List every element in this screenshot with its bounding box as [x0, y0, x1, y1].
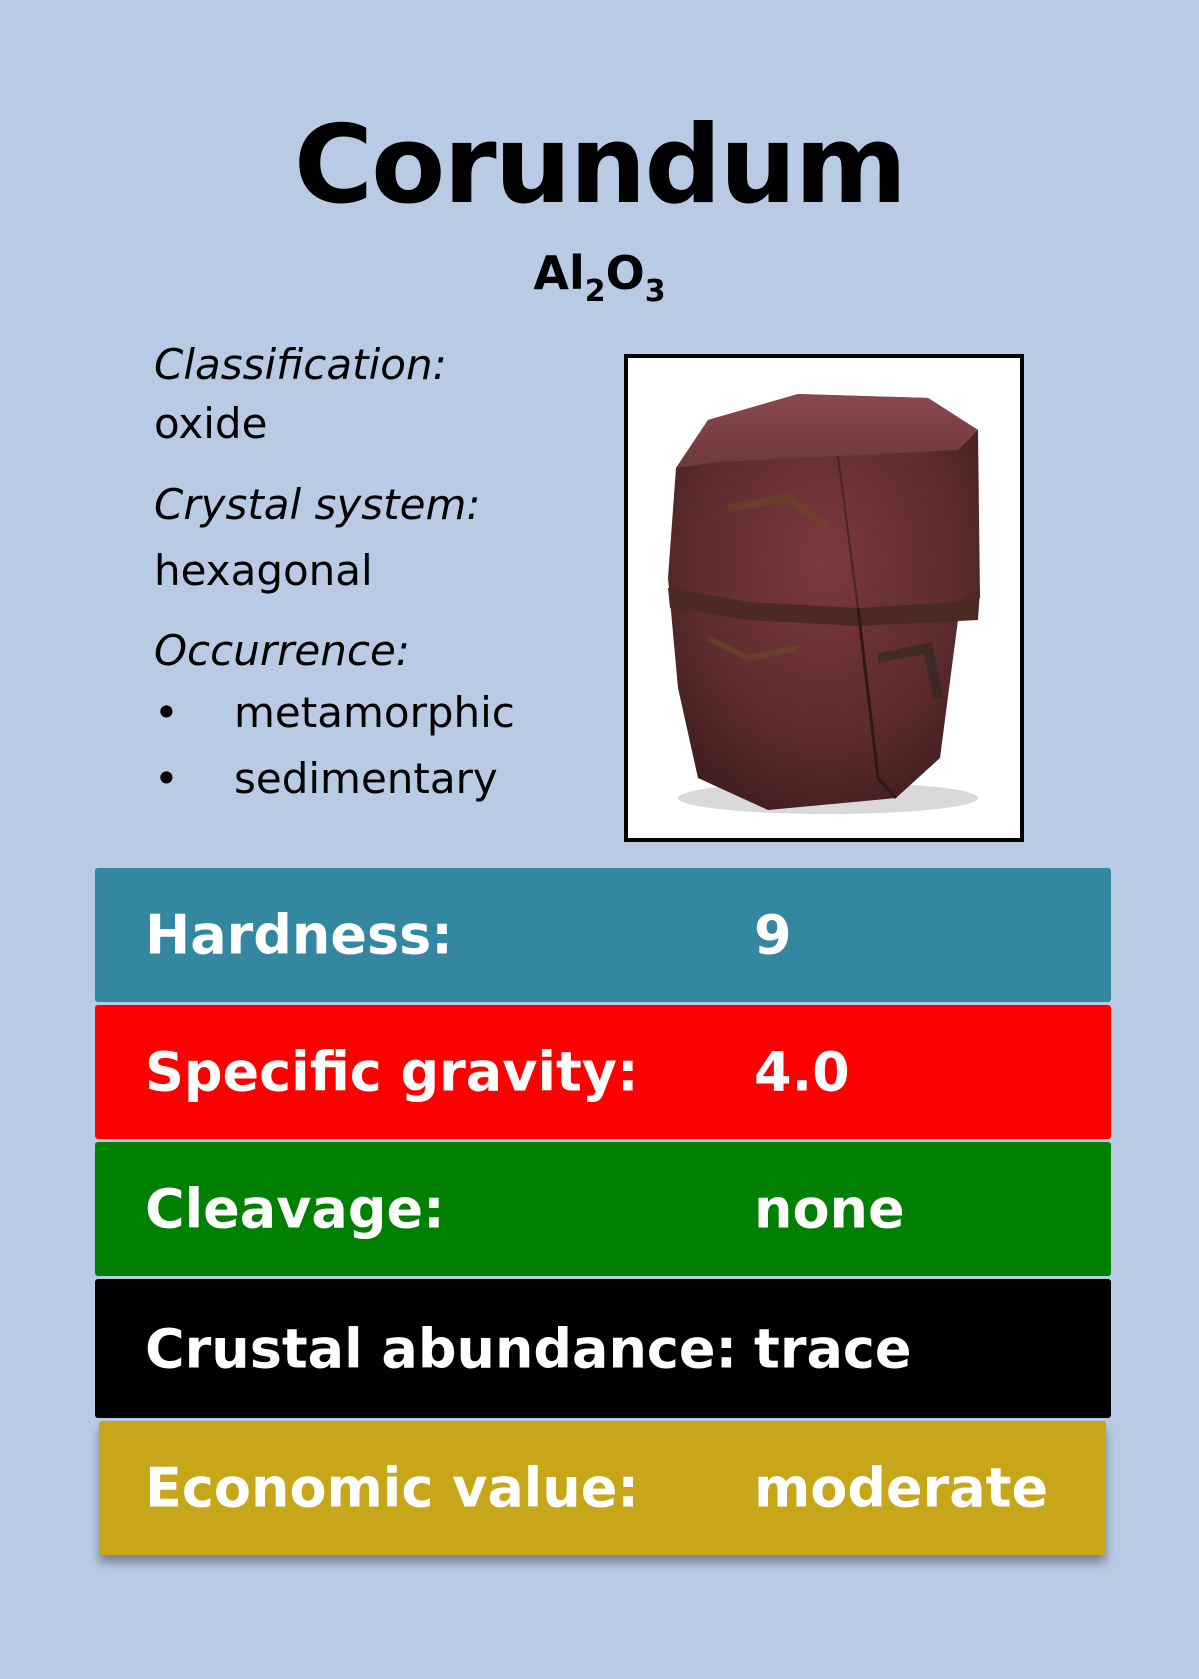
occurrence-item-label: sedimentary — [234, 754, 498, 803]
occurrence-label: Occurrence: — [154, 626, 410, 675]
bullet-icon: • — [154, 754, 179, 803]
property-row-economic-value: Economic value: moderate — [99, 1421, 1106, 1555]
bullet-icon: • — [154, 688, 179, 737]
property-row-hardness: Hardness: 9 — [95, 868, 1111, 1002]
formula-element-al: Al — [533, 246, 585, 300]
property-label: Hardness: — [145, 903, 453, 967]
property-value: moderate — [754, 1456, 1049, 1520]
corundum-crystal-icon — [668, 394, 980, 814]
crystal-system-label: Crystal system: — [154, 480, 481, 529]
occurrence-item: • sedimentary — [154, 754, 498, 803]
classification-value: oxide — [154, 399, 268, 448]
property-row-specific-gravity: Specific gravity: 4.0 — [95, 1005, 1111, 1139]
mineral-photo — [624, 354, 1024, 842]
formula-element-o: O — [605, 246, 645, 300]
property-label: Economic value: — [145, 1456, 639, 1520]
property-label: Specific gravity: — [145, 1040, 639, 1104]
classification-label: Classification: — [154, 340, 447, 389]
crystal-system-value: hexagonal — [154, 546, 373, 595]
properties-table: Hardness: 9 Specific gravity: 4.0 Cleava… — [95, 868, 1111, 1558]
property-value: none — [754, 1177, 905, 1241]
mineral-name: Corundum — [293, 103, 907, 228]
formula-subscript-2: 2 — [584, 274, 606, 309]
occurrence-item: • metamorphic — [154, 688, 515, 737]
property-value: 9 — [754, 903, 792, 967]
chemical-formula: Al2O3 — [0, 250, 1199, 307]
formula-subscript-3: 3 — [644, 274, 666, 309]
property-row-cleavage: Cleavage: none — [95, 1142, 1111, 1276]
property-value: 4.0 — [754, 1040, 850, 1104]
property-row-crustal-abundance: Crustal abundance: trace — [95, 1279, 1111, 1418]
property-value: trace — [754, 1317, 912, 1380]
property-label: Cleavage: — [145, 1177, 445, 1241]
occurrence-item-label: metamorphic — [234, 688, 515, 737]
property-label: Crustal abundance: — [145, 1317, 738, 1380]
